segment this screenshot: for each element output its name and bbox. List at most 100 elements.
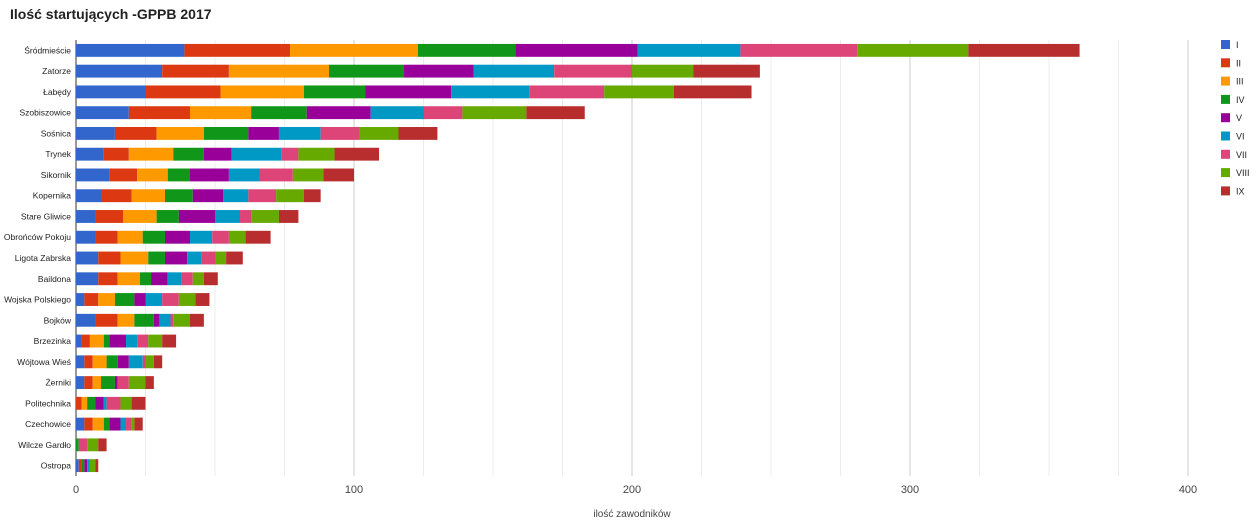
bar-segment xyxy=(78,459,82,473)
bar-segment xyxy=(95,459,99,473)
bar-segment xyxy=(114,126,157,140)
bar-segment xyxy=(76,106,129,120)
category-labels: Śródmieście Zatorze Łabędy Szobiszowice Sośn… xyxy=(4,44,72,470)
bar-segment xyxy=(109,168,138,182)
legend-swatch xyxy=(1221,168,1230,178)
category-label: Czechowice xyxy=(25,419,71,429)
bar-segment xyxy=(95,230,118,244)
category-label: Wójtowa Wieś xyxy=(17,357,71,367)
bar-segment xyxy=(632,64,694,78)
bar-segment xyxy=(76,126,115,140)
bar-segment xyxy=(167,272,182,286)
bar-segment xyxy=(87,438,99,452)
category-label: Baildona xyxy=(38,274,71,284)
legend-swatch xyxy=(1221,40,1230,49)
bar-segment xyxy=(76,168,110,182)
bar-segment xyxy=(248,126,279,140)
bar-segment xyxy=(76,313,96,327)
legend-swatch xyxy=(1221,149,1230,159)
bar-segment xyxy=(76,293,85,306)
category-label: Politechnika xyxy=(25,398,71,408)
chart-title: Ilość startujących -GPPB 2017 xyxy=(10,6,212,22)
bar-segment xyxy=(189,106,252,120)
bar-segment xyxy=(201,251,215,265)
bar-segment xyxy=(334,147,380,161)
bar-segment xyxy=(203,147,232,161)
bar-segment xyxy=(89,334,104,348)
x-tick-label: 300 xyxy=(901,484,919,496)
bar-segment xyxy=(278,210,299,223)
bar-segment xyxy=(529,85,605,99)
bar-segment xyxy=(290,43,418,57)
bar-segment xyxy=(156,210,179,223)
bar-segment xyxy=(673,85,752,99)
bar-segment xyxy=(92,417,104,431)
bar-segment xyxy=(131,189,165,203)
bar-segment xyxy=(128,376,146,390)
bar-segment xyxy=(142,230,165,244)
bar-segment xyxy=(281,147,299,161)
bar-segment xyxy=(84,417,93,431)
bar-segment xyxy=(231,147,282,161)
bar-segment xyxy=(95,210,124,223)
category-label: Zatorze xyxy=(42,66,71,76)
bar-segment xyxy=(106,396,121,410)
bar-segment xyxy=(156,126,204,140)
bar-segment xyxy=(153,313,160,327)
bar-segment xyxy=(303,189,321,203)
category-label: Stare Gliwice xyxy=(21,211,71,221)
bar-segment xyxy=(126,417,132,431)
bar-segment xyxy=(137,334,149,348)
bar-segment xyxy=(76,189,102,203)
bar-segment xyxy=(131,417,135,431)
bar-segment xyxy=(103,417,110,431)
bar-segment xyxy=(139,272,152,286)
bar-segment xyxy=(76,85,146,99)
bar-segment xyxy=(117,230,143,244)
category-label: Szobiszowice xyxy=(20,108,72,118)
bar-segment xyxy=(159,313,171,327)
bar-segment xyxy=(120,396,132,410)
legend-label: IV xyxy=(1236,95,1245,105)
legend-label: V xyxy=(1236,113,1242,123)
bar-segment xyxy=(298,147,335,161)
bar-segment xyxy=(462,106,527,120)
bar-segment xyxy=(248,189,277,203)
bar-segment xyxy=(114,376,118,390)
bar-segment xyxy=(278,126,321,140)
bar-segment xyxy=(148,334,163,348)
bar-segment xyxy=(228,168,260,182)
bar-segment xyxy=(145,293,163,306)
legend-label: VIII xyxy=(1236,168,1250,178)
bar-segment xyxy=(81,396,88,410)
bar-segment xyxy=(212,230,229,244)
bar-segment xyxy=(192,272,204,286)
bar-segment xyxy=(228,230,246,244)
bar-segment xyxy=(134,293,146,306)
bar-segment xyxy=(117,355,129,369)
bar-segment xyxy=(515,43,638,57)
bar-segment xyxy=(184,43,291,57)
x-axis-title: ilość zawodników xyxy=(593,509,671,520)
bar-segment xyxy=(359,126,399,140)
bar-segment xyxy=(195,293,210,306)
bar-segment xyxy=(128,147,174,161)
bar-segment xyxy=(303,85,366,99)
bar-segment xyxy=(164,230,190,244)
bar-segment xyxy=(251,106,307,120)
bar-segment xyxy=(101,376,115,390)
x-tick-label: 200 xyxy=(623,484,641,496)
bar-segment xyxy=(103,147,129,161)
bar-segment xyxy=(106,355,118,369)
bar-segment xyxy=(84,355,93,369)
bar-segment xyxy=(173,147,204,161)
bar-segment xyxy=(451,85,530,99)
bar-segment xyxy=(740,43,858,57)
bar-segment xyxy=(220,85,304,99)
category-label: Obrońców Pokoju xyxy=(4,232,71,242)
bar-segment xyxy=(84,459,88,473)
bar-segment xyxy=(98,438,107,452)
legend-label: I xyxy=(1236,40,1239,50)
bar-segment xyxy=(76,43,185,57)
